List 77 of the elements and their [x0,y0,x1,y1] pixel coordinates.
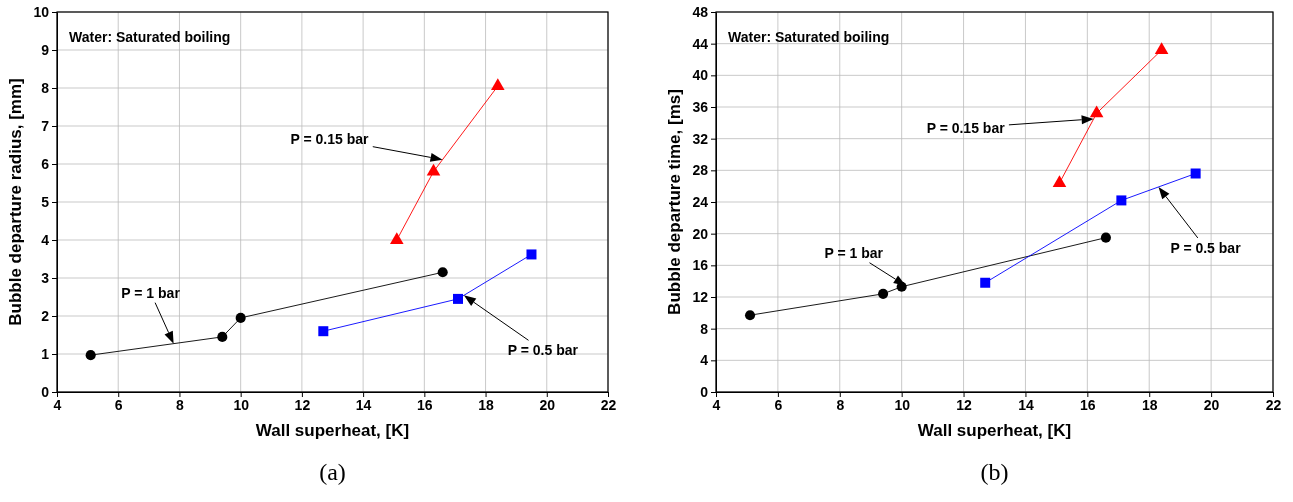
x-tick-label: 4 [53,396,62,413]
text: P = 0.5 bar [1170,239,1242,256]
x-tick-label: 14 [355,396,372,413]
point [389,232,404,244]
x-tick-label: 12 [294,396,311,413]
x-tick-label: 6 [114,396,123,413]
y-tick-label: 28 [692,162,709,179]
point [437,267,448,278]
x-tick-label: 22 [1265,396,1282,413]
point [426,163,441,176]
text: P = 0.5 bar [507,342,579,359]
x-tick-label: 12 [956,396,973,413]
x-tick-label: 16 [417,396,433,413]
y-tick-label: 8 [700,320,709,337]
y-tick-label: 5 [41,193,50,210]
x-tick-label: 10 [894,396,911,413]
x-tick-label: 22 [600,396,617,413]
point [217,331,228,342]
x-axis-title: Wall superheat, [K] [255,421,410,440]
y-tick-label: 20 [692,225,709,242]
x-tick-label: 18 [478,396,495,413]
x-tick-label: 8 [836,396,845,413]
point [1089,105,1104,118]
y-tick-label: 36 [692,98,709,115]
x-tick-label: 14 [1018,396,1034,413]
annotation: Water: Saturated boiling [69,29,231,45]
y-tick-label: 44 [692,35,709,52]
point [980,277,991,288]
point [878,288,889,299]
y-tick-label: 16 [692,257,709,274]
y-tick-label: 3 [41,269,50,286]
y-tick-label: 12 [692,288,709,305]
y-tick-label: 24 [692,193,709,210]
y-tick-label: 9 [41,41,50,58]
point [744,310,756,321]
y-tick-label: 0 [41,383,50,400]
y-axis-title: Bubble departure radius, [mm] [6,78,25,326]
x-tick-label: 6 [774,396,783,413]
point [453,293,464,304]
y-axis-title: Bubble departure time, [ms] [665,89,684,315]
text: (b) [980,459,1009,485]
x-tick-label: 20 [539,396,556,413]
point [526,249,537,260]
point [85,350,96,361]
y-tick-label: 8 [41,79,50,96]
text: P = 1 bar [121,284,181,301]
y-tick-label: 4 [41,231,50,248]
y-tick-label: 4 [700,352,709,369]
y-tick-label: 48 [692,3,709,20]
y-tick-label: 6 [41,155,50,172]
y-tick-label: 7 [41,117,50,134]
y-tick-label: 40 [692,67,709,84]
x-tick-label: 16 [1080,396,1096,413]
y-tick-label: 1 [41,345,50,362]
point [491,78,505,91]
y-tick-label: 2 [41,307,50,324]
y-tick-label: 10 [33,3,50,20]
y-tick-label: 0 [700,383,709,400]
x-tick-label: 20 [1203,396,1220,413]
point [1052,175,1067,187]
y-tick-label: 32 [692,130,709,147]
point [1100,232,1111,243]
point [1116,195,1127,206]
point [318,326,329,337]
text: P = 0.15 bar [290,130,370,147]
annotation: Water: Saturated boiling [728,29,890,45]
x-tick-label: 18 [1141,396,1158,413]
x-tick-label: 4 [712,396,721,413]
series-label: P = 1 bar [824,244,884,261]
text: (a) [319,459,346,485]
x-tick-label: 8 [176,396,185,413]
x-tick-label: 10 [233,396,250,413]
point [235,312,246,323]
x-axis-title: Wall superheat, [K] [917,421,1072,440]
point [1190,168,1201,179]
point [1154,42,1169,54]
text: P = 0.15 bar [926,119,1006,136]
